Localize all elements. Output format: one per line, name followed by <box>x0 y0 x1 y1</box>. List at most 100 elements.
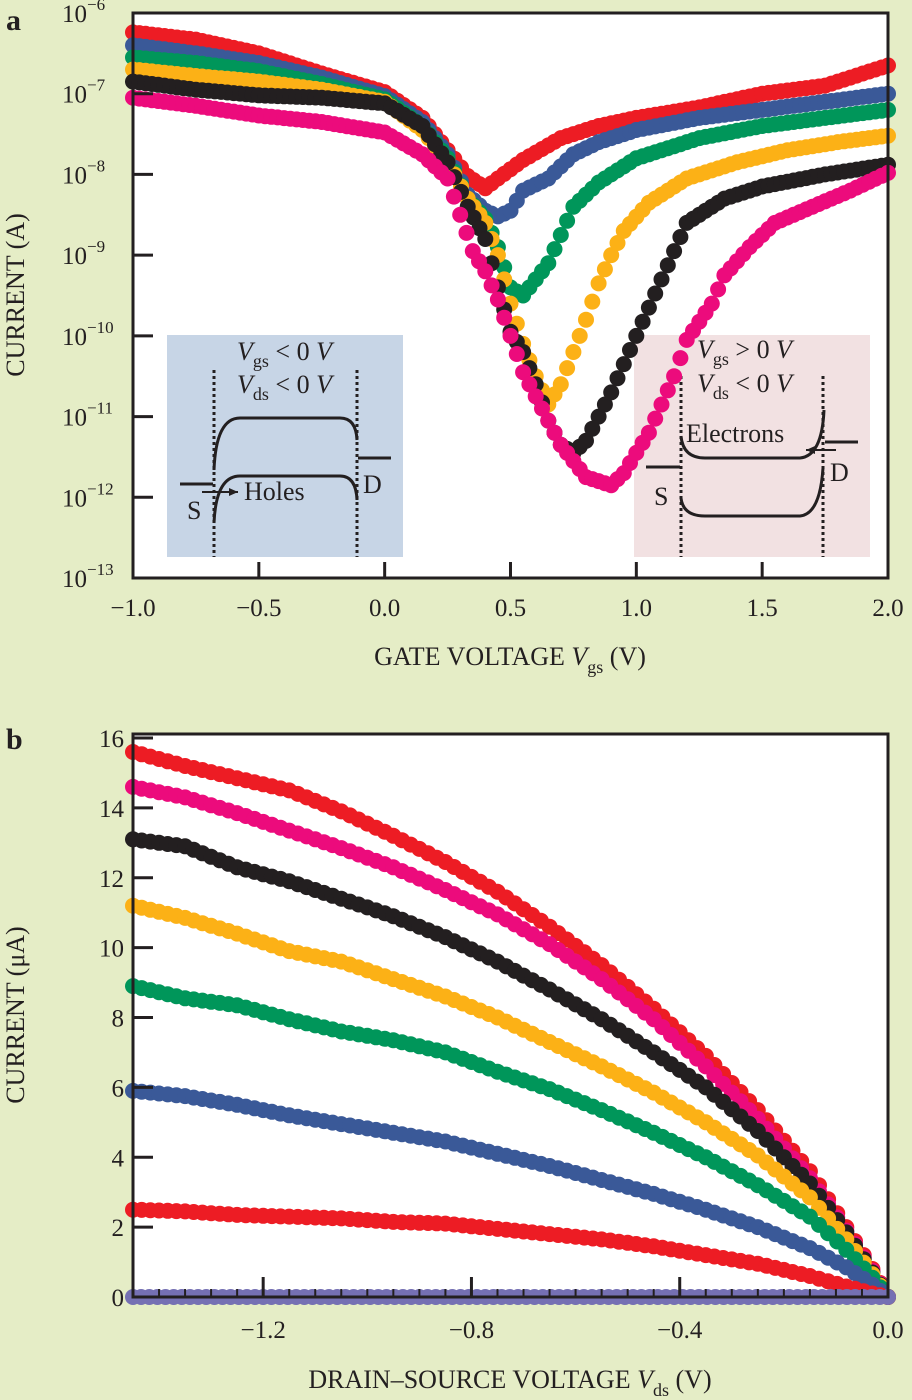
data-point-magenta <box>439 170 456 187</box>
data-point-yellow <box>801 1189 818 1206</box>
data-point-magenta <box>502 327 519 344</box>
panel-b-frame <box>131 732 890 1299</box>
panel-b: b −1.2 −0.8 −0.4 0.0 0 2 4 6 8 10 12 14 16 DRAIN–SO… <box>1 723 904 1400</box>
data-point-magenta <box>640 424 657 441</box>
data-point-black <box>590 408 607 425</box>
data-point-black <box>640 299 657 316</box>
y-tick-label: 14 <box>99 796 125 823</box>
data-point-black <box>584 420 601 437</box>
data-point-green <box>540 255 557 272</box>
y-tick-label: 2 <box>112 1215 125 1242</box>
x-tick-label: 1.0 <box>621 595 652 622</box>
series-blue <box>125 1082 896 1305</box>
electrons-arrowhead-icon <box>806 446 815 454</box>
series-yellow <box>125 897 896 1305</box>
holes-inset-vds-condition: Vds < 0 V <box>237 370 335 404</box>
data-point-magenta <box>546 424 563 441</box>
x-tick-label: −1.2 <box>240 1317 285 1344</box>
data-point-green <box>546 241 563 258</box>
x-tick-label: −0.5 <box>236 595 281 622</box>
data-point-black <box>477 231 494 247</box>
data-point-black <box>653 271 670 288</box>
panel-a-y-ticks: 10−6 10−7 10−8 10−9 10−10 10−11 10−12 10−13 <box>62 0 153 593</box>
x-tick-label: −0.4 <box>657 1317 703 1344</box>
data-point-black <box>666 243 683 260</box>
electrons-label: Electrons <box>686 419 784 448</box>
electrons-inset-source-label: S <box>654 482 668 511</box>
data-point-black <box>578 432 594 449</box>
data-point-black <box>622 342 638 358</box>
panel-b-x-ticks: −1.2 −0.8 −0.4 0.0 <box>158 1277 904 1344</box>
y-tick-label: 10−10 <box>62 318 114 351</box>
electrons-inset-vgs-condition: Vgs > 0 V <box>697 335 795 369</box>
y-tick-label: 8 <box>112 1006 125 1033</box>
data-point-yellow <box>596 261 613 278</box>
data-point-green <box>496 259 513 276</box>
panel-b-letter: b <box>6 723 23 756</box>
data-point-magenta <box>496 309 513 326</box>
data-point-yellow <box>552 376 569 393</box>
x-tick-label: −1.0 <box>110 595 155 622</box>
y-tick-label: 6 <box>112 1075 125 1102</box>
holes-inset-valence-band-lower <box>212 474 359 524</box>
data-point-black <box>596 396 613 413</box>
y-tick-label: 0 <box>112 1285 125 1312</box>
data-point-magenta <box>653 396 670 413</box>
panel-a-x-axis-title: GATE VOLTAGE Vgs (V) <box>374 642 646 677</box>
panel-a-x-ticks: −1.0 −0.5 0.0 0.5 1.0 1.5 2.0 <box>110 562 904 622</box>
data-point-magenta <box>666 368 683 385</box>
series-red <box>125 24 896 197</box>
panel-b-x-axis-title: DRAIN–SOURCE VOLTAGE Vds (V) <box>308 1365 711 1400</box>
y-tick-label: 10−12 <box>62 479 114 512</box>
x-tick-label: 1.5 <box>747 595 778 622</box>
data-point-green <box>552 227 569 243</box>
data-point-magenta <box>445 188 462 205</box>
electrons-inset: Electrons S D Vgs > 0 V Vds < 0 V <box>634 335 870 557</box>
data-point-magenta <box>489 291 506 308</box>
data-point-yellow <box>590 275 607 292</box>
holes-inset: Holes S D Vgs < 0 V Vds < 0 V <box>167 335 403 557</box>
holes-inset-background <box>167 335 403 557</box>
x-tick-label: 2.0 <box>872 595 903 622</box>
data-point-black <box>609 370 626 387</box>
y-tick-label: 10−11 <box>62 399 113 432</box>
electrons-inset-conduction-band-lower <box>679 467 825 518</box>
data-point-green <box>559 212 576 229</box>
data-point-magenta <box>540 412 557 429</box>
panel-b-series <box>125 744 896 1305</box>
electrons-inset-drain-label: D <box>830 458 849 487</box>
electrons-inset-vds-condition: Vds < 0 V <box>697 369 795 403</box>
data-point-magenta <box>534 400 550 417</box>
holes-inset-drain-label: D <box>363 470 382 499</box>
series-magenta <box>125 89 896 494</box>
holes-arrowhead-icon <box>229 488 238 496</box>
y-tick-label: 4 <box>112 1145 125 1172</box>
data-point-magenta <box>710 281 727 298</box>
panel-a: a Holes S D Vgs < 0 V Vds < 0 V <box>1 0 904 677</box>
data-point-yellow <box>603 247 620 264</box>
panel-b-y-axis-title: CURRENT (μA) <box>1 926 30 1103</box>
data-point-magenta <box>483 277 500 294</box>
panel-a-series <box>125 24 896 494</box>
holes-inset-source-label: S <box>187 496 201 525</box>
data-point-black <box>659 257 676 274</box>
data-point-yellow <box>571 327 588 344</box>
holes-inset-vgs-condition: Vgs < 0 V <box>237 337 335 371</box>
y-tick-label: 10 <box>99 936 124 963</box>
data-point-magenta <box>508 346 525 362</box>
holes-inset-valence-band-upper <box>212 416 359 471</box>
y-tick-label: 10−7 <box>62 76 106 109</box>
data-point-black <box>672 229 689 245</box>
series-green <box>125 978 896 1305</box>
data-point-yellow <box>559 360 576 377</box>
x-tick-label: 0.0 <box>369 595 400 622</box>
y-tick-label: 16 <box>99 726 124 753</box>
data-point-magenta <box>521 376 538 393</box>
data-point-black <box>603 384 620 401</box>
panel-a-y-axis-title: CURRENT (A) <box>1 213 30 376</box>
x-tick-label: 0.0 <box>872 1317 903 1344</box>
data-point-magenta <box>515 364 532 381</box>
data-point-magenta <box>458 224 475 241</box>
x-tick-label: −0.8 <box>449 1317 494 1344</box>
